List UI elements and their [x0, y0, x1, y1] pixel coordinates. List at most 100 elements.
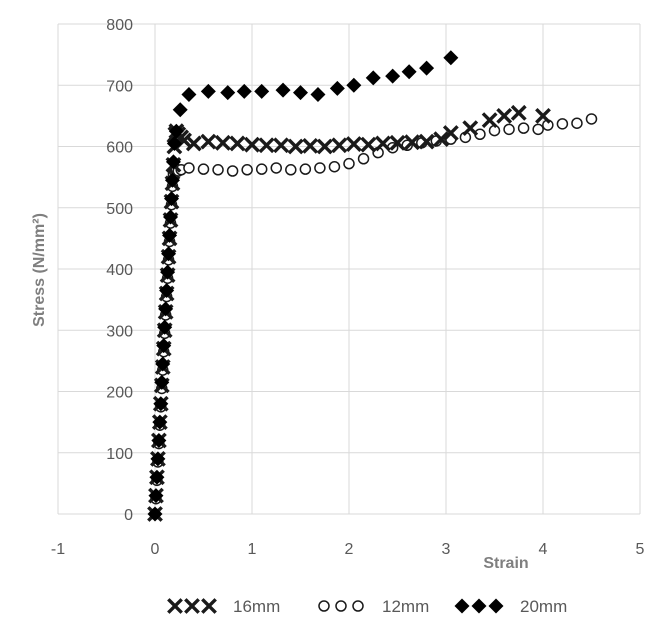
data-point-16mm [200, 133, 217, 150]
data-point-20mm [158, 301, 174, 317]
data-point-12mm [532, 123, 544, 136]
x-tick-label: 2 [345, 541, 354, 558]
data-point-20mm [155, 356, 171, 372]
data-point-16mm [462, 120, 479, 137]
data-point-20mm [153, 396, 169, 412]
y-tick-label: 500 [106, 201, 133, 218]
legend: 16mm 12mm 20mm [167, 597, 567, 616]
data-point-12mm [517, 122, 530, 134]
data-point-20mm [147, 506, 163, 522]
data-point-12mm [328, 160, 341, 173]
series-20mm [147, 50, 459, 522]
data-point-20mm [443, 50, 459, 66]
gridlines [57, 23, 641, 515]
data-point-12mm [270, 162, 282, 174]
data-point-12mm [556, 118, 569, 130]
data-point-20mm [329, 80, 345, 96]
data-point-20mm [220, 85, 236, 101]
data-point-12mm [314, 162, 326, 174]
y-tick-label: 600 [106, 140, 133, 157]
data-point-20mm [181, 86, 197, 102]
data-point-16mm [229, 135, 246, 152]
data-point-20mm [159, 282, 175, 298]
data-point-20mm [293, 85, 308, 101]
legend-marker-16mm [201, 598, 217, 614]
x-tick-label: 5 [636, 541, 645, 558]
legend-marker-12mm [318, 600, 330, 612]
data-point-12mm [255, 163, 268, 175]
data-point-16mm [418, 133, 435, 150]
legend-marker-16mm [184, 598, 200, 614]
legend-marker-16mm [167, 598, 183, 614]
data-point-16mm [481, 112, 498, 129]
legend-marker-20mm [471, 598, 487, 614]
x-tick-label: 1 [248, 541, 257, 558]
data-point-20mm [401, 64, 417, 80]
y-tick-label: 200 [106, 385, 133, 402]
data-point-20mm [275, 82, 291, 98]
data-point-16mm [389, 134, 406, 151]
legend-label: 16mm [233, 597, 280, 616]
data-point-16mm [433, 131, 450, 148]
data-point-16mm [273, 137, 290, 154]
data-point-20mm [163, 209, 179, 225]
data-point-20mm [254, 83, 270, 99]
data-point-16mm [331, 137, 348, 154]
data-point-20mm [166, 135, 182, 151]
data-point-20mm [148, 488, 164, 504]
data-point-16mm [375, 135, 391, 152]
y-axis-tick-labels: 0 100 200 300 400 500 600 700 800 [106, 17, 133, 524]
data-point-20mm [236, 83, 252, 99]
data-point-16mm [345, 136, 362, 152]
x-tick-label: 0 [151, 541, 160, 558]
data-point-20mm [160, 264, 176, 280]
data-point-20mm [163, 191, 179, 207]
data-point-20mm [151, 433, 167, 448]
x-axis-label: Strain [483, 555, 528, 572]
data-point-20mm [162, 227, 178, 243]
legend-item-12mm: 12mm [318, 597, 429, 616]
x-axis-tick-labels: -1 0 1 2 3 4 5 [51, 541, 645, 558]
data-point-20mm [165, 154, 181, 170]
data-point-20mm [164, 172, 180, 188]
data-point-20mm [150, 451, 166, 467]
data-point-12mm [212, 164, 224, 176]
legend-item-20mm: 20mm [454, 597, 567, 616]
legend-marker-12mm [352, 600, 364, 612]
y-tick-label: 100 [106, 446, 133, 463]
y-tick-label: 800 [106, 17, 133, 34]
data-point-12mm [571, 117, 583, 129]
data-point-16mm [185, 135, 202, 152]
data-point-12mm [285, 164, 297, 176]
data-point-20mm [172, 102, 188, 118]
data-point-16mm [442, 125, 459, 141]
data-point-16mm [214, 134, 231, 151]
data-point-20mm [157, 319, 173, 335]
data-point-16mm [510, 104, 527, 121]
data-point-20mm [168, 123, 184, 139]
data-point-20mm [156, 338, 172, 354]
data-point-12mm [197, 163, 210, 175]
data-point-20mm [149, 469, 165, 485]
data-point-20mm [385, 68, 401, 84]
data-point-12mm [343, 157, 355, 170]
data-point-12mm [226, 165, 239, 177]
y-tick-label: 700 [106, 78, 133, 95]
data-series [147, 50, 598, 522]
data-point-12mm [503, 123, 515, 136]
data-point-20mm [310, 86, 326, 102]
data-point-16mm [244, 136, 260, 153]
legend-label: 12mm [382, 597, 429, 616]
data-point-12mm [585, 113, 598, 125]
data-point-20mm [152, 414, 168, 430]
data-point-16mm [287, 138, 304, 155]
y-tick-label: 400 [106, 262, 133, 279]
x-tick-label: 4 [539, 541, 548, 558]
x-tick-label: 3 [442, 541, 451, 558]
data-point-20mm [200, 83, 216, 99]
data-point-12mm [183, 162, 195, 174]
data-point-20mm [365, 70, 381, 86]
y-tick-label: 300 [106, 323, 133, 340]
